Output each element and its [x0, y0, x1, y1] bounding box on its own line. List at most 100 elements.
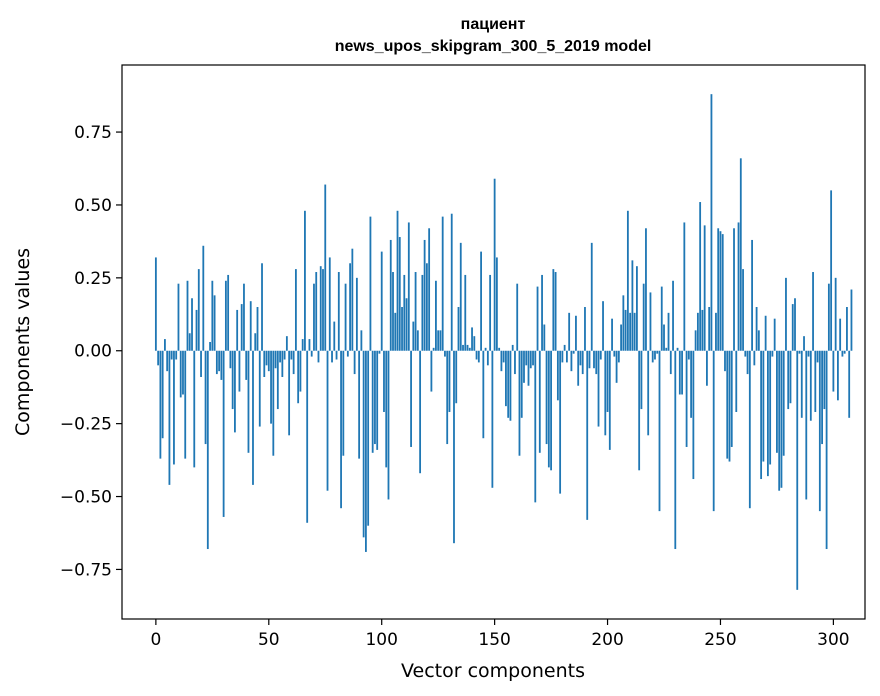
bar — [672, 280, 674, 351]
y-axis-label: Components values — [12, 248, 34, 436]
bar — [658, 350, 661, 512]
bar — [457, 307, 460, 351]
bar — [807, 350, 810, 357]
bar — [498, 347, 501, 351]
bar — [821, 350, 823, 445]
bar — [247, 350, 250, 453]
bar — [647, 350, 650, 436]
bar — [403, 274, 406, 351]
bar — [568, 312, 571, 351]
bar — [299, 350, 302, 392]
bar — [617, 350, 620, 363]
bar — [730, 350, 733, 447]
bar — [823, 350, 826, 410]
bar — [556, 350, 559, 401]
bar — [462, 344, 464, 351]
bar — [374, 350, 376, 445]
bar — [432, 347, 435, 351]
x-tick-label: 0 — [150, 630, 161, 650]
bar — [579, 350, 582, 366]
bar — [744, 350, 747, 357]
bar — [796, 350, 799, 590]
bar — [681, 350, 683, 395]
bar — [182, 350, 184, 395]
bar — [712, 350, 715, 512]
bar — [669, 350, 672, 375]
bar — [818, 350, 821, 512]
bar — [710, 94, 713, 351]
bar — [450, 213, 453, 351]
y-axis: 0.75 0.50 0.25 0.00 −0.25 −0.50 −0.75 — [60, 123, 122, 580]
bar — [665, 347, 668, 351]
bar — [502, 350, 505, 363]
bar — [667, 312, 670, 351]
bar — [584, 307, 586, 351]
y-tick-label: −0.50 — [60, 488, 112, 508]
bar — [561, 350, 564, 363]
bar — [629, 312, 632, 351]
bar — [509, 350, 512, 421]
bar — [660, 286, 663, 351]
bar — [279, 350, 281, 363]
bar — [304, 210, 306, 351]
bar — [525, 350, 528, 366]
bar — [227, 274, 230, 351]
bar — [595, 350, 598, 375]
bar — [215, 350, 218, 375]
bar — [708, 307, 711, 351]
bar — [654, 350, 656, 360]
bar — [685, 350, 688, 447]
bar — [834, 277, 837, 351]
bar — [308, 339, 311, 351]
bar — [825, 350, 828, 550]
bar — [613, 350, 616, 357]
bar — [430, 350, 433, 392]
bar — [846, 307, 848, 351]
bar — [507, 350, 510, 418]
bar — [428, 228, 431, 351]
bar — [841, 350, 844, 357]
plot-frame — [121, 64, 866, 620]
bar — [737, 222, 740, 351]
bar — [473, 336, 476, 351]
bar — [599, 350, 602, 360]
bar — [371, 350, 374, 453]
bar — [353, 350, 356, 375]
bar — [687, 350, 690, 360]
bar — [358, 350, 361, 459]
bar — [529, 350, 532, 369]
bar — [261, 263, 263, 351]
bar — [626, 210, 629, 351]
bar — [421, 274, 424, 351]
bar — [803, 336, 805, 351]
bar — [416, 330, 419, 351]
bar — [608, 350, 611, 450]
bar — [188, 333, 191, 351]
bar — [545, 350, 548, 445]
bar — [306, 350, 309, 523]
bar — [676, 347, 679, 351]
bar — [782, 350, 785, 456]
bar — [776, 350, 778, 453]
bar — [276, 350, 279, 410]
bar — [407, 222, 410, 351]
bar — [809, 350, 812, 421]
bar — [161, 350, 164, 439]
bar — [234, 350, 236, 433]
bar — [355, 277, 358, 351]
bar — [760, 350, 763, 480]
bar — [254, 333, 257, 351]
bar — [523, 350, 525, 383]
bar — [805, 350, 808, 500]
bar — [559, 350, 562, 494]
bar — [837, 350, 839, 401]
bar — [193, 350, 196, 468]
bar — [785, 277, 787, 351]
bar — [184, 350, 187, 459]
bar — [516, 283, 519, 351]
bar — [164, 339, 166, 351]
bar — [220, 350, 223, 380]
bar — [256, 307, 259, 351]
bar — [414, 272, 417, 351]
bar — [541, 274, 543, 351]
